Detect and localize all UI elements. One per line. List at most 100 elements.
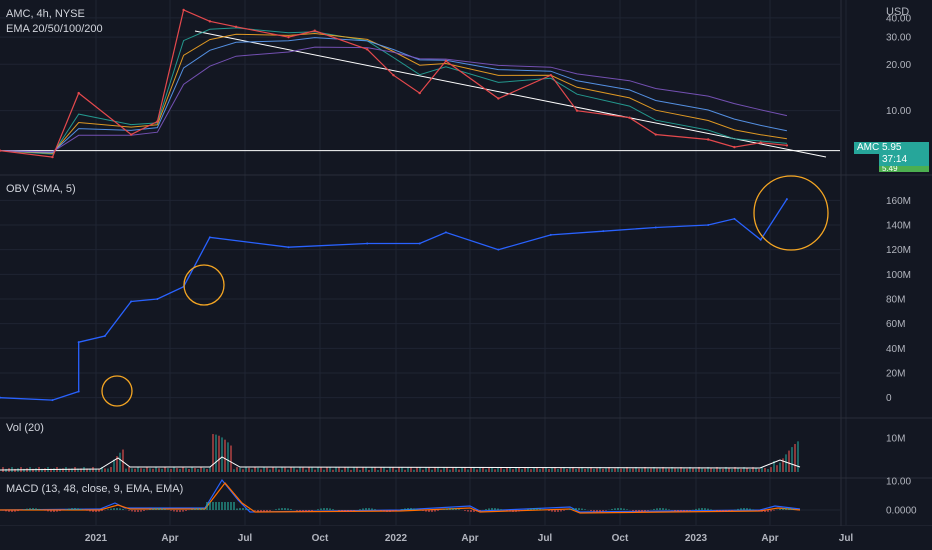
volume-bar	[167, 468, 169, 472]
macd-histogram-bar	[500, 509, 502, 510]
volume-bar	[422, 469, 424, 472]
macd-histogram-bar	[539, 508, 541, 510]
macd-histogram-bar	[593, 510, 595, 512]
volume-bar	[14, 468, 16, 472]
macd-histogram-bar	[35, 508, 37, 510]
macd-histogram-bar	[110, 508, 112, 510]
volume-bar	[761, 467, 763, 472]
volume-bar	[431, 469, 433, 472]
macd-histogram-bar	[707, 508, 709, 510]
volume-bar	[380, 467, 382, 472]
macd-histogram-bar	[368, 508, 370, 510]
macd-histogram-bar	[71, 508, 73, 510]
macd-histogram-bar	[116, 508, 118, 510]
macd-histogram-bar	[413, 508, 415, 510]
price-pane[interactable]	[0, 8, 840, 159]
macd-histogram-bar	[191, 509, 193, 510]
volume-bar	[344, 467, 346, 472]
ema-legend[interactable]: EMA 20/50/100/200	[6, 23, 103, 35]
volume-bar	[446, 467, 448, 472]
macd-histogram-bar	[365, 508, 367, 510]
volume-bar	[158, 468, 160, 472]
macd-histogram-bar	[497, 508, 499, 510]
macd-histogram-bar	[437, 510, 439, 511]
macd-histogram-bar	[659, 508, 661, 510]
volume-bar	[179, 468, 181, 472]
volume-bar	[440, 469, 442, 472]
macd-histogram-bar	[287, 508, 289, 510]
volume-bar	[464, 467, 466, 472]
volume-bar	[524, 467, 526, 472]
volume-bar	[188, 468, 190, 472]
macd-histogram-bar	[425, 510, 427, 512]
macd-pane[interactable]	[0, 478, 801, 514]
macd-histogram-bar	[134, 510, 136, 512]
macd-histogram-bar	[65, 509, 67, 510]
macd-histogram-bar	[701, 508, 703, 510]
macd-histogram-bar	[656, 508, 658, 510]
volume-bar	[713, 468, 715, 472]
symbol-header[interactable]: AMC, 4h, NYSE	[6, 8, 85, 20]
volume-bar	[614, 468, 616, 472]
volume-bar	[695, 468, 697, 472]
volume-legend[interactable]: Vol (20)	[6, 422, 44, 434]
macd-histogram-bar	[161, 508, 163, 510]
macd-histogram-bar	[29, 508, 31, 510]
macd-histogram-bar	[263, 510, 265, 512]
x-tick-label: Jul	[538, 533, 553, 544]
macd-histogram-bar	[491, 508, 493, 510]
volume-bar	[134, 468, 136, 472]
price-point	[182, 8, 185, 12]
macd-histogram-bar	[32, 508, 34, 510]
volume-bar	[734, 467, 736, 472]
volume-bar	[491, 467, 493, 472]
macd-histogram-bar	[557, 510, 559, 512]
volume-bar	[665, 468, 667, 472]
macd-histogram-bar	[239, 508, 241, 510]
macd-histogram-bar	[248, 509, 250, 510]
macd-histogram-bar	[170, 510, 172, 511]
price-point	[418, 91, 421, 95]
volume-bar	[320, 467, 322, 472]
macd-histogram-bar	[410, 508, 412, 510]
volume-bar	[245, 467, 247, 472]
volume-bar	[365, 467, 367, 472]
volume-bar	[41, 468, 43, 472]
macd-histogram-bar	[233, 502, 235, 510]
volume-bar	[218, 435, 220, 472]
volume-bar	[311, 467, 313, 472]
volume-pane[interactable]	[0, 434, 801, 472]
volume-bar	[563, 467, 565, 472]
volume-bar	[212, 434, 214, 472]
volume-bar	[653, 467, 655, 472]
macd-legend[interactable]: MACD (13, 48, close, 9, EMA, EMA)	[6, 483, 184, 495]
obv-pane[interactable]	[0, 175, 829, 407]
macd-histogram-bar	[275, 509, 277, 510]
macd-histogram-bar	[521, 510, 523, 511]
volume-bar	[200, 467, 202, 472]
volume-bar	[59, 468, 61, 472]
volume-bar	[788, 450, 790, 472]
price-point	[706, 138, 710, 141]
macd-histogram-bar	[284, 508, 286, 510]
macd-histogram-bar	[581, 508, 583, 510]
macd-histogram-bar	[749, 508, 751, 510]
macd-histogram-bar	[173, 510, 175, 512]
volume-bar	[548, 469, 550, 472]
macd-histogram-bar	[230, 502, 232, 510]
volume-bar	[608, 467, 610, 472]
volume-bar	[5, 468, 7, 472]
macd-histogram-bar	[77, 508, 79, 510]
macd-histogram-bar	[728, 510, 730, 512]
macd-histogram-bar	[278, 508, 280, 510]
volume-bar	[668, 468, 670, 472]
macd-histogram-bar	[740, 508, 742, 510]
obv-legend[interactable]: OBV (SMA, 5)	[6, 183, 76, 195]
macd-histogram-bar	[644, 510, 646, 512]
volume-bar	[209, 467, 211, 472]
volume-bar	[758, 469, 760, 472]
macd-histogram-bar	[176, 510, 178, 512]
volume-bar	[389, 467, 391, 472]
macd-histogram-bar	[635, 510, 637, 512]
